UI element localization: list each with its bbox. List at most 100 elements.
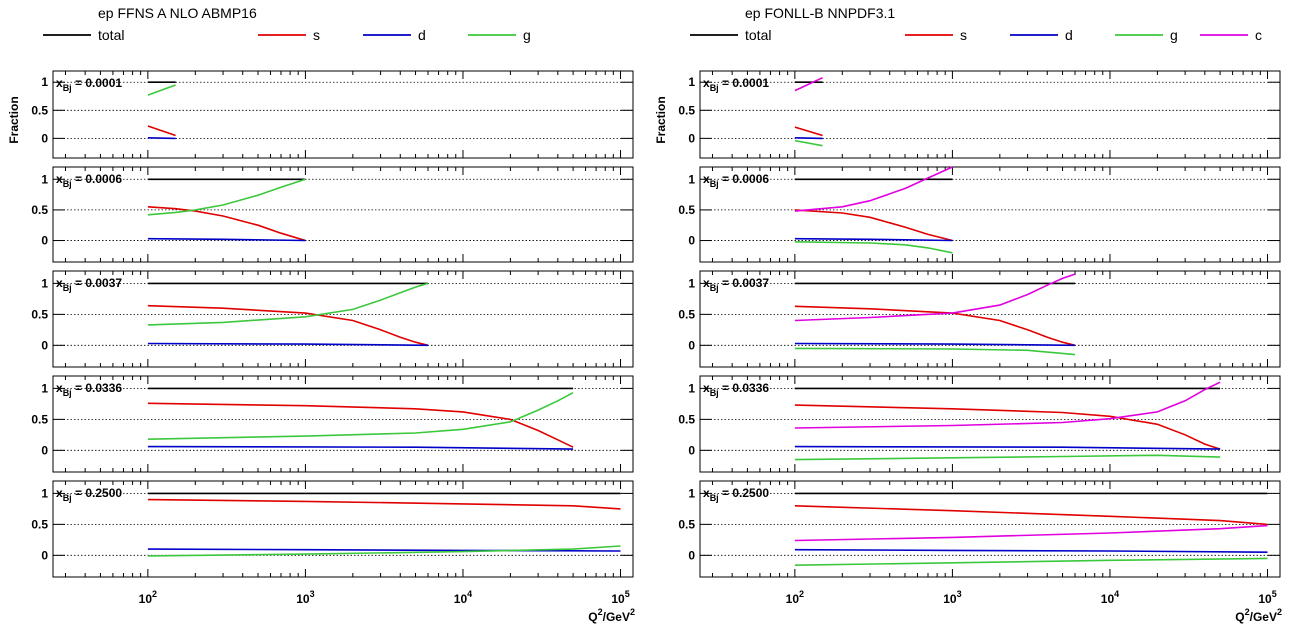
series-line-d <box>147 137 176 140</box>
panel-label-base: x <box>703 172 710 186</box>
panel-frame <box>699 480 1281 578</box>
y-tick-label: 1 <box>688 172 695 186</box>
series-line-s <box>147 304 429 347</box>
series-line-c <box>794 381 1221 429</box>
y-axis-label: Fraction <box>7 96 21 143</box>
panel-label-base: x <box>56 381 63 395</box>
panel-label-value: = 0.0336 <box>72 381 123 395</box>
panel-label-base: x <box>56 276 63 290</box>
panel-frame <box>52 480 634 578</box>
panel-label: xBj = 0.0037 <box>703 276 769 293</box>
panel-label-value: = 0.2500 <box>72 486 123 500</box>
panel-label-sub: Bj <box>710 83 719 93</box>
y-tick-label: 0.5 <box>678 517 695 531</box>
series-line-g <box>794 557 1268 566</box>
series-line-d <box>794 548 1268 553</box>
series-line-s <box>147 402 574 448</box>
series-line-c <box>794 524 1268 542</box>
x-tick-exp: 3 <box>310 589 315 599</box>
panel-frame <box>699 375 1281 473</box>
panel-label-base: x <box>56 486 63 500</box>
x-tick-base: 10 <box>786 592 800 606</box>
x-label-sup: 2 <box>598 607 603 617</box>
series-line-c <box>794 76 823 92</box>
chart-title: ep FFNS A NLO ABMP16 <box>98 5 257 21</box>
chart-2: ep FONLL-B NNPDF3.1 total s d g c Fraction 0 0.5… <box>654 5 1282 624</box>
series-line-g <box>794 454 1221 461</box>
x-tick-label: 103 <box>296 589 314 606</box>
y-tick-label: 1 <box>41 486 48 500</box>
legend-label-total: total <box>98 27 124 43</box>
panel-label-base: x <box>703 486 710 500</box>
y-tick-label: 0.5 <box>678 412 695 426</box>
legend-label-s: s <box>960 27 967 43</box>
x-tick-exp: 3 <box>957 589 962 599</box>
panel-3: 00.51 xBj = 0.0037 <box>31 270 634 368</box>
panel-label-value: = 0.2500 <box>719 486 770 500</box>
panel-label: xBj = 0.0001 <box>56 76 122 93</box>
x-tick-base: 10 <box>296 592 310 606</box>
x-tick-base: 10 <box>943 592 957 606</box>
panel-frame <box>699 270 1281 368</box>
panel-2: 00.51 xBj = 0.0006 <box>678 166 1281 263</box>
y-tick-label: 1 <box>41 75 48 89</box>
panel-frame <box>52 375 634 473</box>
x-tick-label: 105 <box>1258 589 1276 606</box>
panel-frame <box>699 70 1281 159</box>
panel-label-sub: Bj <box>63 493 72 503</box>
panel-label: xBj = 0.0336 <box>56 381 122 398</box>
chart-title: ep FONLL-B NNPDF3.1 <box>745 5 895 21</box>
panel-label-sub: Bj <box>710 388 719 398</box>
series-line-d <box>794 237 953 242</box>
panel-5: 00.51 xBj = 0.2500 <box>31 480 634 578</box>
series-line-d <box>147 548 621 552</box>
panel-1: 00.51 xBj = 0.0001 <box>678 70 1281 159</box>
panel-label-value: = 0.0037 <box>719 276 770 290</box>
x-label-base: Q <box>588 610 597 624</box>
series-line-g <box>147 84 176 96</box>
panel-label: xBj = 0.2500 <box>703 486 769 503</box>
series-line-s <box>147 498 621 510</box>
y-tick-label: 0 <box>688 234 695 248</box>
y-tick-label: 0.5 <box>31 307 48 321</box>
series-line-d <box>794 342 1076 347</box>
series-line-g <box>147 545 621 557</box>
legend-label-total: total <box>745 27 771 43</box>
series-line-s <box>147 125 176 137</box>
legend-label-c: c <box>1255 27 1262 43</box>
y-tick-label: 1 <box>688 276 695 290</box>
panel-frame <box>52 270 634 368</box>
series-line-g <box>147 178 306 216</box>
panel-label-sub: Bj <box>63 83 72 93</box>
panel-label-base: x <box>703 76 710 90</box>
series-line-s <box>147 206 306 242</box>
x-tick-base: 10 <box>1101 592 1115 606</box>
x-axis-label: Q2/GeV2 <box>588 607 635 624</box>
x-tick-exp: 2 <box>799 589 804 599</box>
legend-label-d: d <box>418 27 426 43</box>
panel-frame <box>52 166 634 263</box>
y-tick-label: 0.5 <box>31 203 48 217</box>
panel-label-base: x <box>703 276 710 290</box>
x-tick-label: 102 <box>786 589 804 606</box>
y-tick-label: 0.5 <box>31 517 48 531</box>
series-line-s <box>794 404 1221 450</box>
panel-3: 00.51 xBj = 0.0037 <box>678 270 1281 368</box>
series-line-d <box>147 445 574 450</box>
y-tick-label: 0 <box>688 131 695 145</box>
panel-label-base: x <box>56 76 63 90</box>
panel-label-value: = 0.0037 <box>72 276 123 290</box>
x-tick-base: 10 <box>611 592 625 606</box>
series-line-d <box>147 237 306 242</box>
x-tick-label: 104 <box>454 589 472 606</box>
x-label-sup: 2 <box>1245 607 1250 617</box>
panel-label-sub: Bj <box>710 179 719 189</box>
panel-5: 00.51 xBj = 0.2500 <box>678 480 1281 578</box>
x-label-rest: /GeV <box>1250 610 1277 624</box>
y-tick-label: 1 <box>41 276 48 290</box>
panel-label: xBj = 0.0037 <box>56 276 122 293</box>
panel-2: 00.51 xBj = 0.0006 <box>31 166 634 263</box>
series-line-c <box>794 273 1076 322</box>
series-line-d <box>794 137 823 140</box>
panel-label-base: x <box>703 381 710 395</box>
